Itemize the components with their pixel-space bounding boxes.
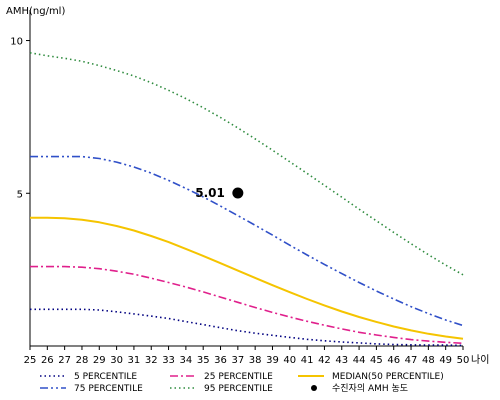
x-tick-label: 39 [266,355,279,366]
x-tick-label: 41 [301,355,314,366]
legend-label: 5 PERCENTILE [74,372,137,382]
x-tick-label: 47 [405,355,418,366]
legend-marker-swatch [311,385,317,391]
legend-label: 25 PERCENTILE [204,372,273,382]
x-tick-label: 48 [422,355,435,366]
legend-label: 수진자의 AMH 농도 [332,383,408,394]
legend: 5 PERCENTILE 25 PERCENTILE MEDIAN(50 PERCE… [40,372,444,394]
x-tick-label: 28 [76,355,89,366]
series-lines [29,52,464,347]
x-tick-label: 32 [145,355,158,366]
series-line-0 [30,308,464,347]
x-tick-label: 45 [370,355,383,366]
legend-label: 95 PERCENTILE [204,384,273,394]
x-tick-label: 44 [353,355,366,366]
x-tick-label: 27 [58,355,71,366]
x-tick-label: 29 [93,355,106,366]
x-tick-label: 49 [439,355,452,366]
x-tick-label: 25 [24,355,37,366]
x-tick-label: 37 [231,355,244,366]
series-line-2 [30,216,464,340]
x-tick-label: 42 [318,355,331,366]
series-line-1 [30,265,464,345]
y-tick-label: 5 [17,189,23,200]
x-axis-title: 나이 [471,354,489,366]
amh-marker-label: 5.01 [195,186,225,200]
amh-marker-group: 5.01 [195,186,244,200]
axes: AMH(ng/ml) 나이 5 10 25 26 27 28 29 30 31 32 33 34 35 36 3… [6,6,489,366]
x-tick-label: 46 [387,355,400,366]
x-tick-label: 50 [457,355,470,366]
amh-marker-point [232,187,244,199]
x-tick-label: 38 [249,355,262,366]
x-tick-label: 34 [180,355,193,366]
x-tick-label: 36 [214,355,227,366]
x-tick-label: 35 [197,355,210,366]
x-tick-label: 26 [41,355,54,366]
series-line-4 [29,52,464,276]
x-tick-label: 30 [110,355,123,366]
x-tick-label: 33 [162,355,175,366]
legend-label: MEDIAN(50 PERCENTILE) [332,372,444,382]
y-tick-label: 10 [10,37,23,48]
x-tick-label: 40 [283,355,296,366]
series-line-3 [30,155,464,327]
legend-label: 75 PERCENTILE [74,384,143,394]
x-tick-label: 31 [128,355,141,366]
x-tick-label: 43 [335,355,348,366]
y-axis-title: AMH(ng/ml) [6,6,65,17]
